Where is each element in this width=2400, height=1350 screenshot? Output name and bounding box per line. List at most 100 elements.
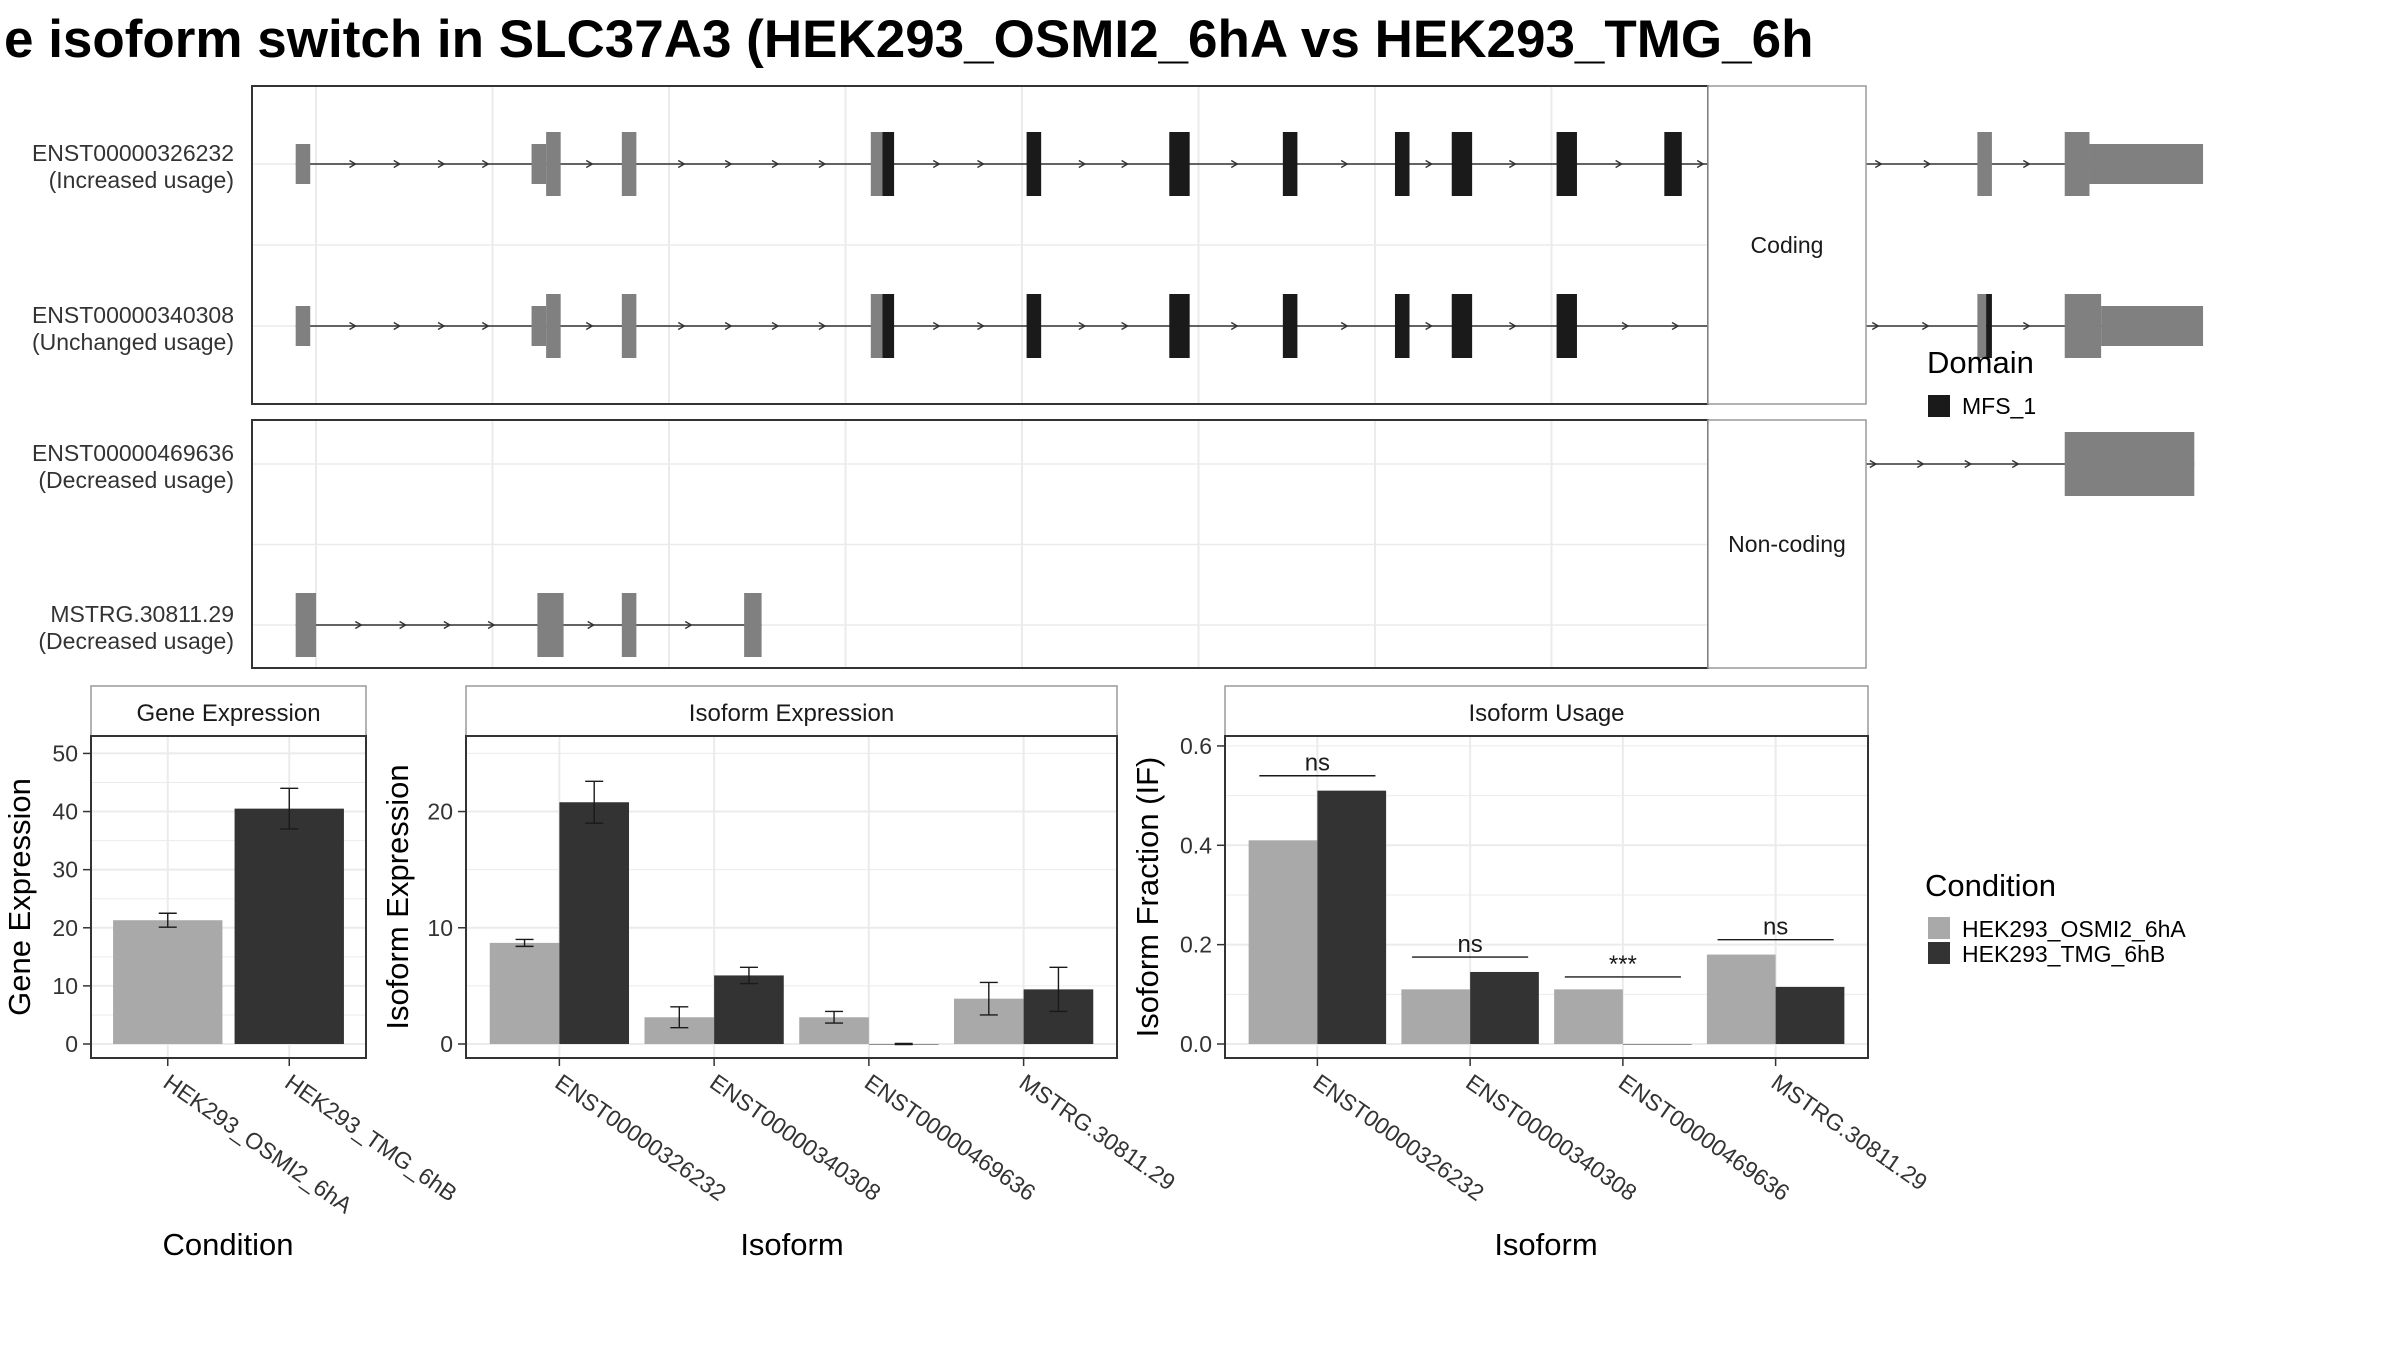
strand-arrow	[2022, 321, 2031, 331]
strand-arrow	[724, 321, 733, 331]
bar	[1317, 790, 1387, 1044]
strand-arrow	[2022, 159, 2031, 169]
strand-arrow	[1078, 321, 1087, 331]
y-tick-label: 0.2	[1180, 932, 1212, 958]
x-tick-label: MSTRG.30811.29	[1015, 1069, 1180, 1196]
condition-legend-label-b: HEK293_TMG_6hB	[1962, 941, 2165, 967]
bar	[113, 920, 223, 1044]
strand-arrow	[1916, 459, 1925, 469]
strand-arrow	[1425, 159, 1434, 169]
strand-arrow	[677, 321, 686, 331]
exon	[531, 144, 547, 184]
strand-arrow	[587, 620, 596, 630]
exon	[295, 144, 311, 184]
strand-arrow	[1425, 321, 1434, 331]
exon	[2064, 432, 2195, 496]
strand-arrow	[1615, 159, 1624, 169]
x-tick-label: ENST00000326232	[551, 1069, 731, 1206]
x-axis-label: Isoform	[1494, 1227, 1597, 1262]
structure-facet-non-coding: ENST00000469636(Decreased usage)MSTRG.30…	[32, 419, 2195, 669]
domain-exon	[882, 294, 895, 358]
domain-exon	[1169, 294, 1190, 358]
strand-arrow	[1508, 159, 1517, 169]
domain-exon	[1169, 132, 1190, 196]
strand-arrow	[349, 159, 357, 169]
domain-legend-key-mfs1	[1928, 395, 1950, 417]
isoform-structure-panel: ENST00000326232(Increased usage) ENST0000…	[32, 85, 2204, 669]
y-axis-label: Gene Expression	[2, 778, 37, 1016]
strand-arrow	[399, 620, 407, 630]
bar	[559, 802, 630, 1044]
bar	[1248, 840, 1318, 1044]
exon	[295, 593, 317, 657]
strand-arrow	[1921, 321, 1930, 331]
domain-exon	[1556, 294, 1577, 358]
significance-label: ns	[1305, 750, 1330, 777]
legends: Domain MFS_1 Condition HEK293_OSMI2_6hA …	[1925, 345, 2186, 967]
y-tick-label: 40	[52, 799, 78, 825]
strand-arrow	[684, 620, 693, 630]
domain-legend-title: Domain	[1927, 345, 2034, 380]
exon	[870, 132, 883, 196]
strand-arrow	[585, 321, 594, 331]
y-tick-label: 0.4	[1180, 832, 1212, 858]
strand-arrow	[677, 159, 686, 169]
exon	[744, 593, 762, 657]
strand-arrow	[724, 159, 733, 169]
strand-arrow	[393, 159, 402, 169]
exon	[2089, 144, 2204, 184]
exon	[2101, 306, 2204, 346]
bar-charts: Gene Expression01020304050HEK293_OSMI2_6…	[2, 685, 1932, 1262]
strand-arrow	[932, 321, 941, 331]
strand-arrow	[1340, 159, 1349, 169]
x-tick-label: ENST00000469636	[860, 1069, 1040, 1206]
facet-strip-label: Coding	[1751, 232, 1824, 258]
exon	[621, 294, 637, 358]
chart-border	[90, 735, 367, 1059]
exon	[1977, 132, 1992, 196]
isoform-id-label: ENST00000326232	[32, 140, 234, 166]
exon	[537, 593, 564, 657]
strand-arrow	[1696, 159, 1705, 169]
bar	[1554, 989, 1623, 1044]
facet-strip-label: Non-coding	[1728, 531, 1846, 557]
strand-arrow	[771, 159, 780, 169]
strand-arrow	[977, 159, 985, 169]
domain-exon	[1986, 294, 1992, 358]
isoform-id-label: MSTRG.30811.29	[50, 601, 234, 627]
strand-arrow	[487, 620, 496, 630]
strand-arrow	[1121, 321, 1129, 331]
condition-legend-key-a	[1928, 917, 1950, 939]
exon	[1977, 294, 1987, 358]
facet-strip	[1707, 419, 1867, 669]
chart-border	[1224, 735, 1869, 1059]
chart-isoform-expression: Isoform Expression01020ENST00000326232EN…	[380, 685, 1180, 1262]
y-tick-label: 0	[65, 1031, 78, 1057]
exon	[2064, 294, 2102, 358]
exon	[2064, 132, 2090, 196]
strand-arrow	[771, 321, 780, 331]
isoform-id-label: ENST00000469636	[32, 440, 234, 466]
bar	[1401, 989, 1471, 1044]
domain-exon	[1026, 294, 1042, 358]
strand-arrow	[1671, 321, 1680, 331]
x-axis-label: Condition	[163, 1227, 294, 1262]
bar	[489, 942, 560, 1044]
domain-exon	[1394, 132, 1410, 196]
strand-arrow	[1621, 321, 1630, 331]
domain-exon	[1664, 132, 1682, 196]
chart-title: Isoform Usage	[1468, 700, 1624, 727]
y-tick-label: 0.6	[1180, 733, 1212, 759]
domain-exon	[1451, 294, 1473, 358]
exon	[546, 294, 561, 358]
y-tick-label: 30	[52, 857, 78, 883]
exon	[546, 132, 561, 196]
strand-arrow	[818, 159, 827, 169]
condition-legend-label-a: HEK293_OSMI2_6hA	[1962, 916, 2186, 942]
strand-arrow	[393, 321, 402, 331]
strand-arrow	[818, 321, 827, 331]
strand-arrow	[481, 159, 490, 169]
domain-exon	[882, 132, 895, 196]
strand-arrow	[1923, 159, 1932, 169]
